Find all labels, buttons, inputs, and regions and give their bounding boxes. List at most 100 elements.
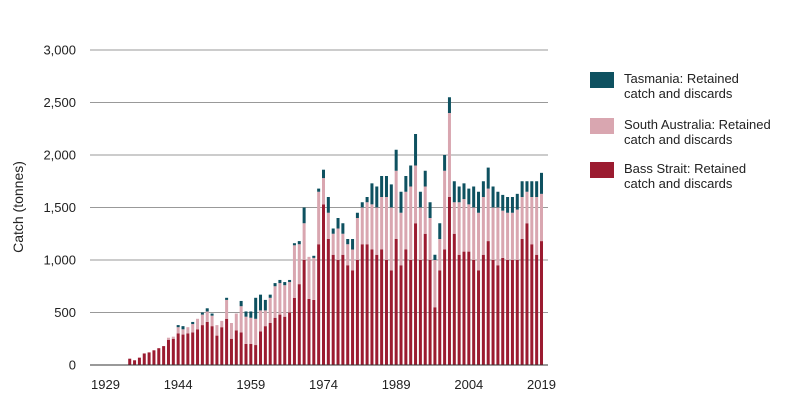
bar-segment-south-australia bbox=[196, 318, 200, 330]
legend-label: catch and discards bbox=[624, 176, 733, 191]
x-tick-label: 1974 bbox=[309, 377, 338, 392]
bar-segment-south-australia bbox=[472, 207, 476, 260]
bar-segment-south-australia bbox=[380, 197, 384, 250]
y-tick-labels: 0 500 1,000 1,500 2,000 2,500 3,000 bbox=[43, 43, 76, 373]
bar-segment-south-australia bbox=[515, 209, 519, 260]
bar-segment-south-australia bbox=[384, 197, 388, 260]
bar-segment-bass-strait bbox=[506, 260, 510, 365]
bar-segment-south-australia bbox=[210, 315, 214, 327]
bar-segment-south-australia bbox=[229, 323, 233, 339]
bar-segment-south-australia bbox=[302, 223, 306, 260]
bar-segment-bass-strait bbox=[157, 348, 161, 365]
bar-segment-tasmania bbox=[283, 282, 287, 286]
bar-segment-south-australia bbox=[530, 197, 534, 245]
bar-segment-south-australia bbox=[307, 256, 311, 299]
bar-segment-south-australia bbox=[452, 202, 456, 234]
bar-segment-tasmania bbox=[452, 181, 456, 203]
bar-segment-bass-strait bbox=[472, 260, 476, 365]
bar-segment-south-australia bbox=[171, 336, 175, 339]
bar-segment-tasmania bbox=[176, 325, 180, 328]
bar-segment-bass-strait bbox=[443, 249, 447, 365]
legend-label: catch and discards bbox=[624, 132, 733, 147]
x-tick-label: 2004 bbox=[454, 377, 483, 392]
bar-segment-south-australia bbox=[263, 310, 267, 327]
bar-segment-tasmania bbox=[346, 239, 350, 245]
bar-segment-south-australia bbox=[268, 297, 272, 323]
bar-segment-bass-strait bbox=[467, 251, 471, 365]
bar-segment-south-australia bbox=[297, 244, 301, 285]
bar-segment-south-australia bbox=[404, 191, 408, 250]
bar-segment-tasmania bbox=[520, 181, 524, 197]
bar-segment-south-australia bbox=[283, 285, 287, 317]
bar-segment-bass-strait bbox=[365, 244, 369, 365]
bar-segment-tasmania bbox=[443, 155, 447, 171]
bar-segment-tasmania bbox=[486, 167, 490, 189]
bar-segment-bass-strait bbox=[370, 249, 374, 365]
bar-segment-south-australia bbox=[186, 327, 190, 334]
bar-segment-bass-strait bbox=[530, 244, 534, 365]
bar-segment-south-australia bbox=[414, 165, 418, 224]
bar-segment-tasmania bbox=[355, 212, 359, 218]
bar-segment-bass-strait bbox=[394, 239, 398, 365]
bar-segment-bass-strait bbox=[438, 270, 442, 365]
bar-segment-south-australia bbox=[215, 325, 219, 336]
bar-segment-south-australia bbox=[535, 197, 539, 255]
bar-segment-bass-strait bbox=[491, 260, 495, 365]
y-tick-label: 3,000 bbox=[43, 43, 76, 58]
bar-segment-tasmania bbox=[423, 170, 427, 187]
bar-segment-tasmania bbox=[384, 176, 388, 197]
bar-segment-south-australia bbox=[225, 299, 229, 319]
bar-segment-tasmania bbox=[278, 279, 282, 284]
bar-segment-south-australia bbox=[336, 228, 340, 260]
bar-segment-tasmania bbox=[501, 194, 505, 211]
bar-segment-tasmania bbox=[399, 191, 403, 213]
y-tick-label: 1,000 bbox=[43, 253, 76, 268]
bar-segment-south-australia bbox=[501, 210, 505, 258]
bar-segment-south-australia bbox=[234, 313, 238, 331]
y-axis-title: Catch (tonnes) bbox=[10, 161, 26, 253]
bar-segment-bass-strait bbox=[263, 326, 267, 365]
bar-segment-bass-strait bbox=[525, 223, 529, 365]
bar-segment-tasmania bbox=[351, 239, 355, 250]
bar-segment-bass-strait bbox=[486, 241, 490, 365]
bar-segment-bass-strait bbox=[244, 344, 248, 365]
bar-segment-tasmania bbox=[375, 186, 379, 208]
bar-segment-tasmania bbox=[496, 191, 500, 208]
bar-segment-south-australia bbox=[249, 317, 253, 344]
bar-segment-south-australia bbox=[389, 207, 393, 271]
bar-segment-tasmania bbox=[506, 197, 510, 213]
bar-segment-south-australia bbox=[520, 197, 524, 239]
bar-segment-tasmania bbox=[477, 191, 481, 213]
bar-segment-south-australia bbox=[462, 199, 466, 252]
legend-swatch bbox=[590, 162, 614, 178]
bar-segment-tasmania bbox=[191, 321, 195, 325]
bar-segment-tasmania bbox=[467, 188, 471, 205]
bar-segment-tasmania bbox=[326, 197, 330, 213]
bar-segment-tasmania bbox=[331, 228, 335, 234]
bar-segment-south-australia bbox=[200, 314, 204, 326]
bar-segment-tasmania bbox=[205, 308, 209, 312]
bar-segment-tasmania bbox=[312, 255, 316, 258]
bar-segment-tasmania bbox=[302, 207, 306, 224]
bar-segment-bass-strait bbox=[292, 297, 296, 365]
bar-segment-bass-strait bbox=[380, 249, 384, 365]
bar-segment-south-australia bbox=[317, 191, 321, 245]
bar-segment-south-australia bbox=[375, 207, 379, 255]
bar-segment-bass-strait bbox=[331, 254, 335, 365]
bar-segment-south-australia bbox=[433, 260, 437, 308]
bar-segment-south-australia bbox=[326, 212, 330, 239]
bar-segment-south-australia bbox=[491, 207, 495, 260]
bar-segment-bass-strait bbox=[171, 338, 175, 365]
bar-segment-tasmania bbox=[249, 311, 253, 318]
bar-segment-tasmania bbox=[239, 300, 243, 307]
bar-segment-bass-strait bbox=[137, 357, 141, 365]
bar-segment-south-australia bbox=[525, 191, 529, 224]
bar-segment-south-australia bbox=[447, 113, 451, 197]
bar-segment-bass-strait bbox=[239, 332, 243, 365]
bar-segment-bass-strait bbox=[278, 314, 282, 365]
bar-segment-tasmania bbox=[525, 181, 529, 192]
bar-segment-south-australia bbox=[477, 212, 481, 271]
bar-segment-tasmania bbox=[210, 313, 214, 316]
bar-segment-bass-strait bbox=[317, 244, 321, 365]
bar-segment-tasmania bbox=[404, 176, 408, 192]
